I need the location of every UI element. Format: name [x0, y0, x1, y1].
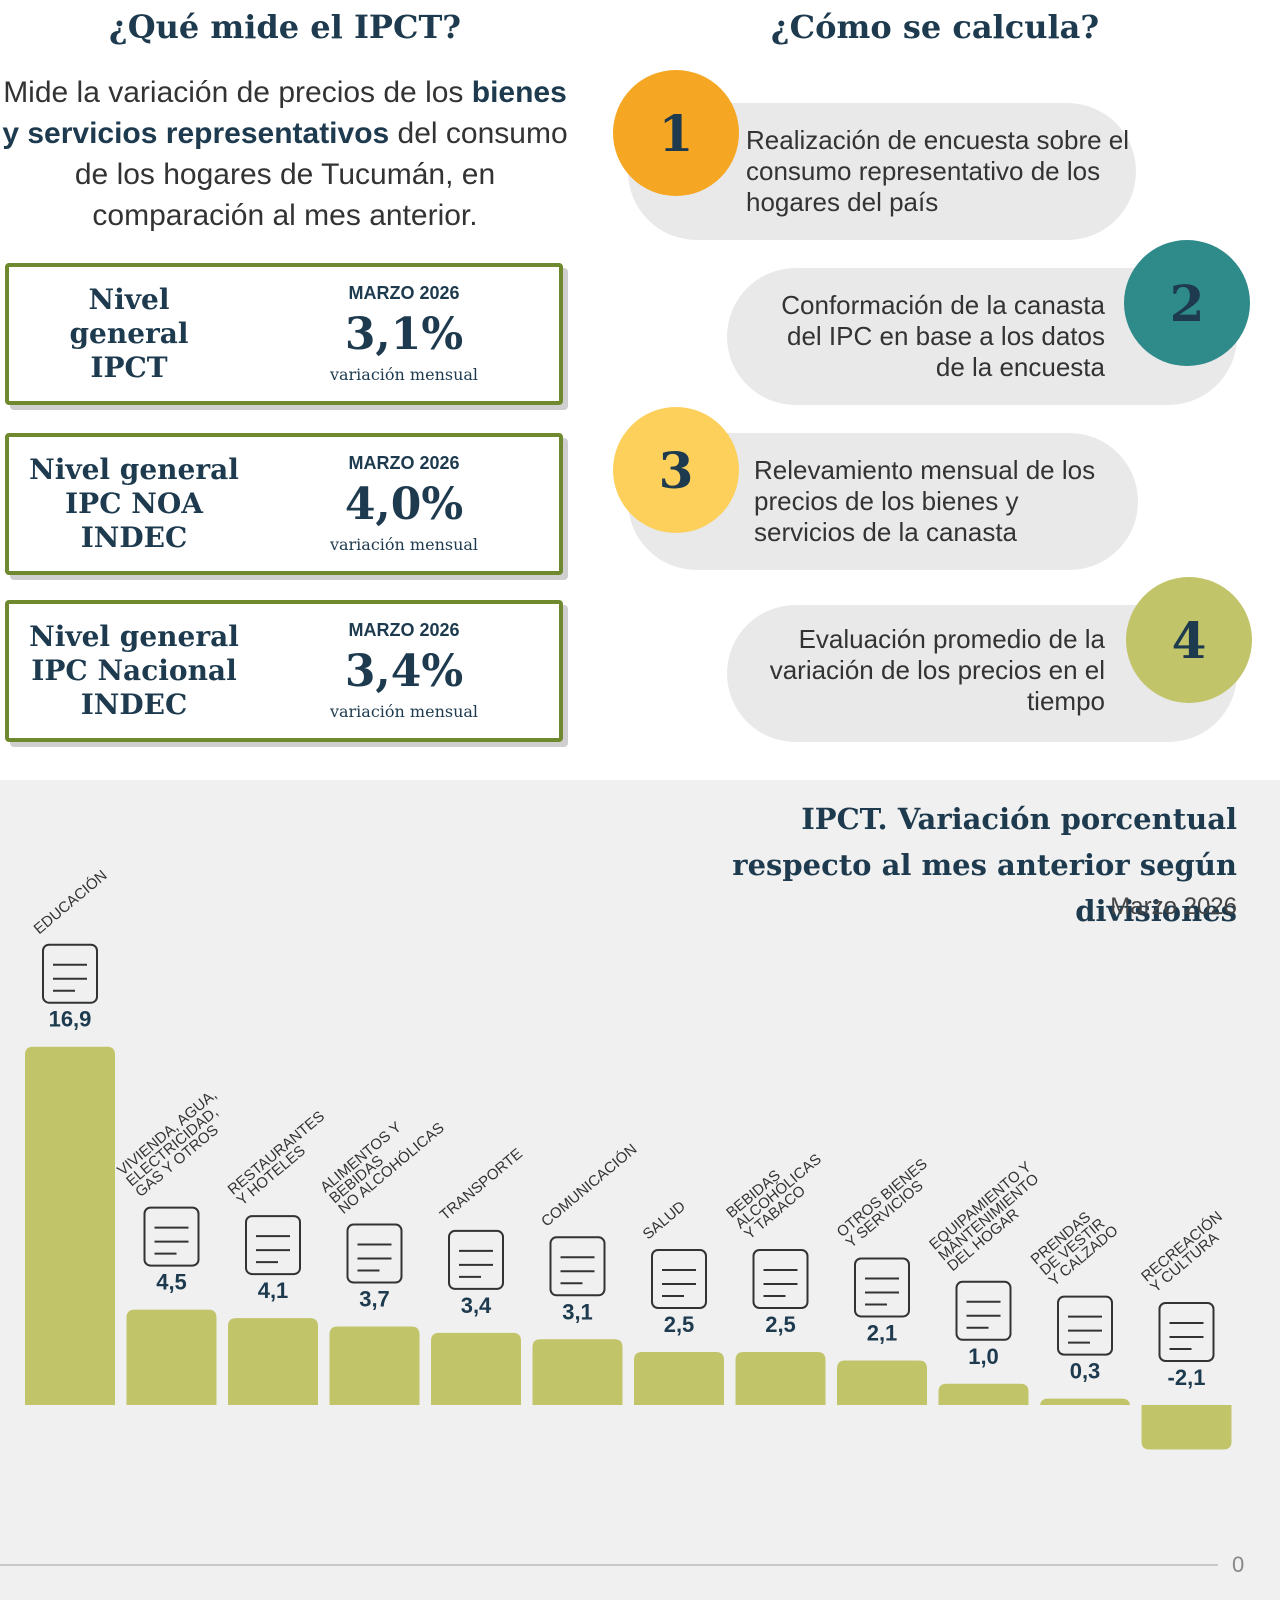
text: Mide la variación de precios de los	[3, 76, 472, 109]
footer-text: 0	[1232, 1552, 1244, 1577]
step-text: Realización de encuesta sobre el consumo…	[746, 125, 1130, 217]
step-text: Evaluación promedio de la variación de l…	[769, 624, 1105, 716]
icon	[1158, 1302, 1215, 1362]
icon	[1057, 1295, 1113, 1356]
bar	[634, 1352, 724, 1405]
category-label: OTROS BIENESY SERVICIOS	[834, 1155, 940, 1251]
icon	[651, 1249, 707, 1309]
chart-title: IPCT. Variación porcentual respecto al m…	[732, 802, 1237, 928]
bar	[532, 1339, 623, 1405]
category-label-line: COMUNICACIÓN	[538, 1141, 640, 1231]
card-value: 3,1%	[344, 309, 464, 360]
category-label-line: EDUCACIÓN	[31, 867, 111, 938]
step-number: 1	[613, 70, 739, 196]
value-label: -2,1	[1168, 1365, 1206, 1390]
card-month: MARZO 2026	[348, 620, 460, 640]
value-label: 2,1	[867, 1320, 898, 1345]
chart-background	[0, 780, 1280, 1600]
card-sub: variación mensual	[329, 702, 479, 721]
icon	[955, 1280, 1012, 1341]
text: del consumo de los hogares de Tucumán, e…	[74, 117, 568, 232]
card-sub: variación mensual	[329, 365, 479, 384]
value-label: 3,7	[359, 1287, 390, 1312]
icon	[346, 1223, 403, 1284]
category-label: BEBIDASALCOHÓLICASY TABACO	[723, 1140, 834, 1243]
category-label: EDUCACIÓN	[31, 867, 111, 938]
icon	[752, 1249, 809, 1309]
bar	[126, 1309, 217, 1405]
card-month: MARZO 2026	[348, 453, 460, 473]
step-number: 4	[1126, 577, 1252, 703]
step-number: 2	[1124, 240, 1250, 366]
right-title: ¿Cómo se calcula?	[770, 8, 1100, 46]
category-label: RECREACIÓNY CULTURA	[1138, 1208, 1235, 1296]
card: Nivel general IPC NOA INDEC MARZO 2026 4…	[5, 433, 563, 575]
icon	[42, 943, 98, 1004]
category-label: PRENDASDE VESTIRY CALZADO	[1028, 1201, 1122, 1290]
value-label: 4,5	[156, 1270, 187, 1295]
text-bold: bienes y servicios representativos	[2, 76, 567, 150]
value-label: 2,5	[765, 1312, 796, 1337]
description: Mide la variación de precios de los bien…	[0, 72, 570, 236]
category-label: COMUNICACIÓN	[538, 1141, 640, 1231]
card-month: MARZO 2026	[348, 283, 460, 303]
category-label-line: SALUD	[640, 1198, 689, 1243]
chart: 0 16,9 EDUCACIÓN 4,5 VIVIENDA, AGUA,ELECTRI…	[0, 867, 1244, 1577]
category-label: VIVIENDA, AGUA,ELECTRICIDAD,GAS Y OTROS	[114, 1086, 238, 1200]
bar	[228, 1318, 318, 1405]
step-text: Relevamiento mensual de los precios de l…	[754, 455, 1096, 547]
icon	[143, 1206, 200, 1267]
value-label: 0,3	[1070, 1359, 1101, 1384]
card: Nivel general IPC Nacional INDEC MARZO 2…	[5, 600, 563, 742]
left-title: ¿Qué mide el IPCT?	[109, 8, 461, 46]
value-label: 4,1	[258, 1278, 289, 1303]
category-label-line: TRANSPORTE	[437, 1145, 526, 1224]
value-label: 3,4	[461, 1293, 492, 1318]
category-label: TRANSPORTE	[437, 1145, 526, 1224]
bar	[431, 1332, 521, 1405]
chart-subtitle: Marzo 2026	[1110, 893, 1237, 920]
icon	[245, 1215, 301, 1276]
card: Nivel general IPCT MARZO 2026 3,1% varia…	[5, 263, 563, 405]
card-value: 3,4%	[344, 646, 464, 697]
bar	[25, 1046, 115, 1405]
category-label-line: RESTAURANTES	[225, 1108, 328, 1199]
bar	[837, 1360, 927, 1405]
icon	[549, 1236, 606, 1297]
card-label: Nivel general IPC NOA INDEC	[29, 453, 239, 554]
bar	[1141, 1405, 1232, 1450]
icon	[854, 1257, 910, 1318]
step-text: Conformación de la canasta del IPC en ba…	[781, 290, 1105, 382]
value-label: 3,1	[562, 1299, 593, 1324]
card-value: 4,0%	[344, 479, 464, 530]
category-label: ALIMENTOS YBEBIDASNO ALCOHÓLICAS	[317, 1098, 447, 1218]
bar	[1040, 1398, 1130, 1407]
bar	[938, 1383, 1029, 1405]
bar	[329, 1326, 420, 1405]
category-label: SALUD	[640, 1198, 689, 1243]
bar	[735, 1352, 826, 1405]
card-label: Nivel general IPCT	[69, 283, 189, 384]
icon	[448, 1229, 504, 1290]
card-sub: variación mensual	[329, 535, 479, 554]
value-label: 2,5	[664, 1312, 695, 1337]
card-label: Nivel general IPC Nacional INDEC	[29, 620, 239, 721]
value-label: 16,9	[49, 1007, 92, 1032]
category-label-line: MANTENIMIENTO	[935, 1170, 1042, 1264]
value-label: 1,0	[968, 1344, 999, 1369]
category-label: RESTAURANTESY HOTELES	[225, 1108, 337, 1209]
step-number: 3	[613, 407, 739, 533]
